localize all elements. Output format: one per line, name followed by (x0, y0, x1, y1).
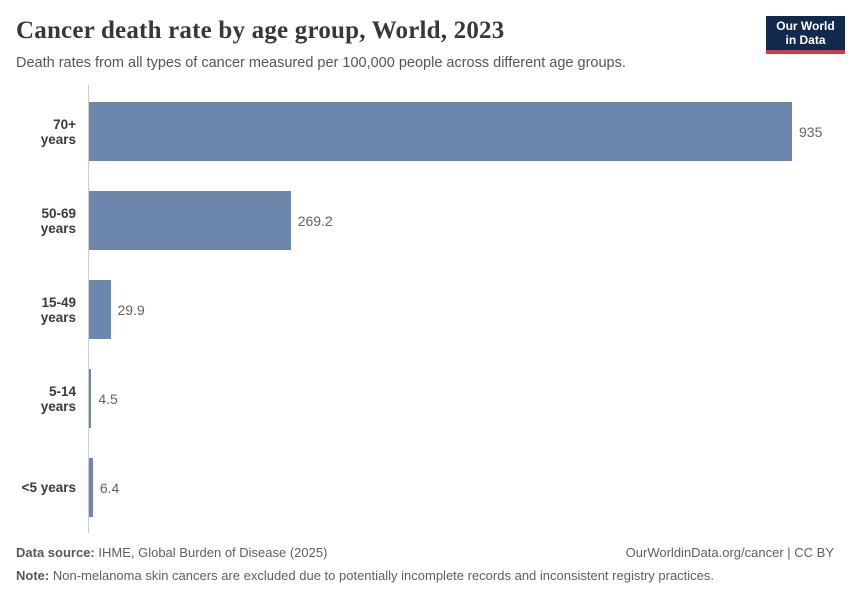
data-source: Data source: IHME, Global Burden of Dise… (16, 545, 327, 561)
bar-chart-plot: 70+ years 935 50-69 years 269.2 15-49 years 2… (16, 85, 834, 533)
bar-track: 935 (88, 102, 834, 161)
owid-logo-line1: Our World (776, 19, 835, 33)
bar[interactable] (88, 191, 291, 250)
chart-title: Cancer death rate by age group, World, 2… (16, 17, 505, 44)
bar-track: 29.9 (88, 280, 834, 339)
bar-row: <5 years 6.4 (16, 443, 834, 532)
chart-subtitle: Death rates from all types of cancer mea… (16, 54, 626, 71)
bar-row: 50-69 years 269.2 (16, 176, 834, 265)
category-label: 50-69 years (40, 205, 76, 236)
bar-track: 6.4 (88, 458, 834, 517)
bar-row: 5-14 years 4.5 (16, 354, 834, 443)
bar-row: 70+ years 935 (16, 87, 834, 176)
category-label: 70+ years (40, 116, 76, 147)
bar-track: 269.2 (88, 191, 834, 250)
category-label: 5-14 years (40, 383, 76, 414)
bar-track: 4.5 (88, 369, 834, 428)
footer-source-row: Data source: IHME, Global Burden of Dise… (16, 545, 834, 561)
value-label: 29.9 (117, 301, 145, 318)
value-label: 269.2 (297, 212, 333, 229)
chart-header: Cancer death rate by age group, World, 2… (0, 0, 850, 72)
chart-footer: Data source: IHME, Global Burden of Dise… (16, 545, 834, 585)
bar-rows: 70+ years 935 50-69 years 269.2 15-49 years 2… (16, 87, 834, 532)
owid-logo-text: Our World in Data (766, 16, 845, 51)
note-text: Non-melanoma skin cancers are excluded d… (52, 568, 715, 584)
value-label: 4.5 (98, 390, 118, 407)
owid-logo[interactable]: Our World in Data (766, 16, 845, 55)
category-label: <5 years (21, 480, 76, 495)
data-source-text: IHME, Global Burden of Disease (2025) (98, 545, 328, 560)
owid-logo-line2: in Data (785, 33, 826, 48)
bar[interactable] (88, 280, 111, 339)
y-axis-line (88, 85, 89, 533)
bar[interactable] (88, 102, 792, 161)
bar-row: 15-49 years 29.9 (16, 265, 834, 354)
bar[interactable] (88, 369, 92, 428)
footer-note-row: Note: Non-melanoma skin cancers are excl… (16, 568, 834, 584)
value-label: 6.4 (99, 479, 120, 496)
data-source-label: Data source: (16, 545, 95, 560)
value-label: 935 (799, 123, 823, 140)
note-label: Note: (16, 568, 50, 584)
owid-url-link[interactable]: OurWorldinData.org/cancer | CC BY (625, 545, 834, 560)
owid-logo-stripe (766, 50, 845, 55)
category-label: 15-49 years (40, 294, 76, 325)
bar[interactable] (88, 458, 93, 517)
